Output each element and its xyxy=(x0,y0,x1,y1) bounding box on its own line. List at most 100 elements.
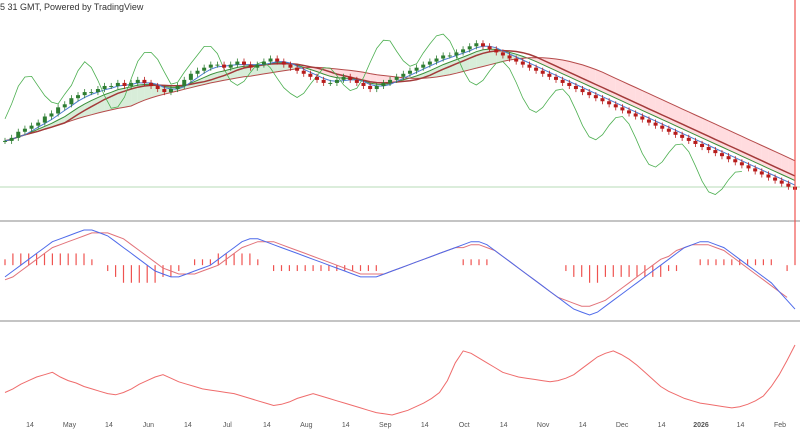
candle-body xyxy=(22,128,27,132)
candle-body xyxy=(726,156,731,160)
candle-body xyxy=(69,98,74,105)
candle-body xyxy=(560,79,565,83)
x-tick-label: 14 xyxy=(184,422,192,429)
candle-body xyxy=(567,82,572,86)
candle-body xyxy=(3,140,7,142)
chart-caption: 5 31 GMT, Powered by TradingView xyxy=(0,2,144,12)
cloud-segment xyxy=(788,157,795,181)
x-tick-label: 14 xyxy=(737,422,745,429)
cloud-segment xyxy=(44,123,52,130)
candle-body xyxy=(368,85,373,90)
candle-body xyxy=(56,107,61,114)
candle-body xyxy=(507,55,512,59)
x-tick-label: Aug xyxy=(300,422,313,429)
cloud-segment xyxy=(695,115,703,138)
candle-body xyxy=(474,43,479,47)
candle-body xyxy=(673,131,678,135)
candle-body xyxy=(49,113,54,117)
x-tick-label: Jul xyxy=(223,422,232,429)
cloud-segment xyxy=(761,145,769,169)
candle-body xyxy=(733,159,738,163)
candle-body xyxy=(135,79,140,83)
candle-body xyxy=(162,89,167,93)
cloud-segment xyxy=(443,62,450,76)
candle-body xyxy=(759,171,764,175)
candle-body xyxy=(315,76,320,80)
candle-body xyxy=(434,58,439,62)
cloud-segment xyxy=(277,62,284,72)
candle-body xyxy=(241,61,246,65)
candle-body xyxy=(182,79,187,86)
candle-body xyxy=(633,113,638,117)
candle-body xyxy=(215,64,220,66)
candle-body xyxy=(248,64,253,68)
candle-body xyxy=(746,165,751,169)
cloud-segment xyxy=(708,121,716,144)
candle-body xyxy=(142,79,147,83)
candle-body xyxy=(16,131,21,138)
candle-body xyxy=(334,79,339,83)
x-tick-label: Sep xyxy=(379,422,392,429)
cloud-segment xyxy=(615,78,623,102)
candle-body xyxy=(447,55,452,57)
candle-body xyxy=(520,61,525,65)
cloud-segment xyxy=(622,81,629,105)
x-tick-label: 14 xyxy=(105,422,113,429)
x-tick-label: 14 xyxy=(263,422,271,429)
x-tick-label: 14 xyxy=(26,422,34,429)
candle-body xyxy=(175,85,180,90)
candle-body xyxy=(115,82,120,86)
cloud-segment xyxy=(648,93,656,117)
cloud-segment xyxy=(775,151,782,175)
candle-body xyxy=(660,125,665,129)
candle-body xyxy=(29,125,34,129)
candle-body xyxy=(686,137,691,141)
candle-body xyxy=(222,64,227,68)
candle-body xyxy=(208,64,213,68)
macd-line xyxy=(4,229,796,316)
cloud-segment xyxy=(629,84,636,108)
cloud-segment xyxy=(662,99,669,123)
candle-body xyxy=(706,147,711,151)
cloud-segment xyxy=(210,72,218,83)
cloud-segment xyxy=(562,60,570,77)
candle-body xyxy=(168,89,173,93)
candle-body xyxy=(301,70,306,74)
chikou-line xyxy=(4,33,742,195)
cloud-segment xyxy=(91,97,98,115)
candle-body xyxy=(122,82,127,86)
candle-body xyxy=(620,107,625,111)
cloud-segment xyxy=(556,59,563,74)
cloud-segment xyxy=(722,127,729,151)
candle-body xyxy=(441,55,446,59)
cloud-segment xyxy=(768,148,776,172)
cloud-segment xyxy=(642,90,649,114)
candle-body xyxy=(228,64,233,68)
candle-body xyxy=(288,64,293,68)
cloud-segment xyxy=(416,73,424,79)
cloud-segment xyxy=(715,124,722,147)
span-b-line xyxy=(4,57,796,162)
candle-body xyxy=(540,70,545,74)
candle-body xyxy=(786,183,791,187)
candle-body xyxy=(693,140,698,144)
x-tick-label: 14 xyxy=(500,422,508,429)
candle-body xyxy=(739,162,744,166)
candle-body xyxy=(261,61,266,65)
x-tick-label: Jun xyxy=(143,422,154,429)
cloud-segment xyxy=(602,72,610,96)
x-tick-label: 14 xyxy=(421,422,429,429)
candle-body xyxy=(514,58,519,62)
cloud-segment xyxy=(668,102,676,126)
candle-body xyxy=(341,76,346,80)
x-tick-label: 2026 xyxy=(693,422,709,429)
candle-body xyxy=(348,76,353,80)
candle-body xyxy=(640,116,645,120)
candle-body xyxy=(500,52,505,56)
candle-body xyxy=(361,82,366,86)
cloud-segment xyxy=(682,108,689,132)
x-tick-label: Feb xyxy=(774,422,786,429)
cloud-segment xyxy=(688,111,696,135)
x-tick-label: 14 xyxy=(658,422,666,429)
candle-body xyxy=(719,153,724,157)
